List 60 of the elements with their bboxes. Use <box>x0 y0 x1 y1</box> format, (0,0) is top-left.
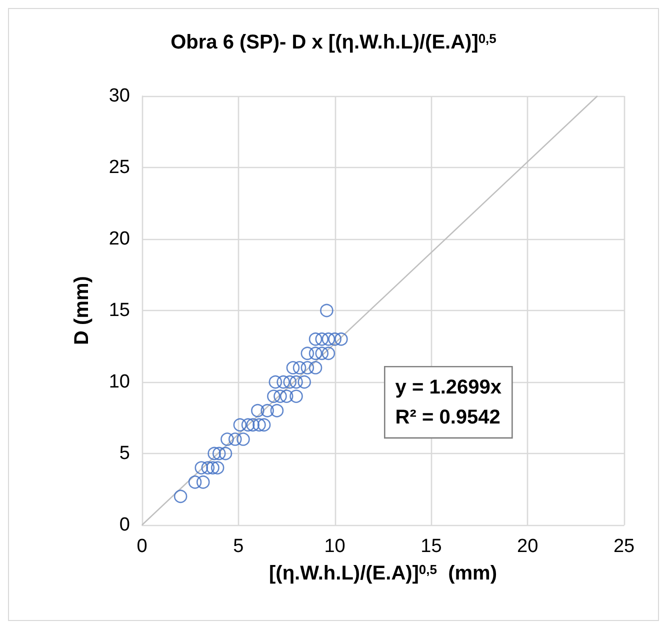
annotation: R² = 0.9542 <box>395 406 500 428</box>
point <box>246 418 260 432</box>
point <box>290 390 303 403</box>
point <box>194 461 208 474</box>
point <box>290 375 303 389</box>
point <box>286 361 300 374</box>
point <box>308 332 322 346</box>
annotation: y = 1.2699x <box>395 376 502 398</box>
point <box>308 346 322 360</box>
point <box>241 418 255 432</box>
point <box>322 332 336 346</box>
y-tick-label: 20 <box>108 228 130 250</box>
point <box>174 490 188 504</box>
point <box>196 475 210 489</box>
point <box>328 332 342 346</box>
point <box>220 432 234 446</box>
point <box>233 418 247 432</box>
x-tick-label: 20 <box>517 536 538 557</box>
point <box>268 375 282 389</box>
x-tick-label: 15 <box>420 536 442 557</box>
point <box>298 375 311 389</box>
point <box>260 404 274 418</box>
point <box>334 332 348 346</box>
x-tick-label: 10 <box>324 536 346 557</box>
point <box>320 304 334 318</box>
point <box>236 432 250 446</box>
point <box>322 346 336 360</box>
point <box>188 475 202 489</box>
point <box>283 375 297 389</box>
point <box>208 446 221 460</box>
point <box>201 461 215 474</box>
point <box>300 346 314 360</box>
point <box>274 390 287 403</box>
y-tick-label: 30 <box>108 86 130 106</box>
y-tick-label: 25 <box>108 157 130 178</box>
y-tick-label: 15 <box>108 300 130 321</box>
x-tick-label: 0 <box>136 536 148 557</box>
point <box>315 332 329 346</box>
point <box>292 361 306 374</box>
point <box>206 461 220 474</box>
y-tick-label: 10 <box>108 372 130 392</box>
point <box>210 461 224 474</box>
point <box>218 446 232 460</box>
point <box>315 346 329 360</box>
point <box>257 418 271 432</box>
point <box>308 361 322 374</box>
point <box>251 404 264 418</box>
point <box>267 390 280 403</box>
point <box>300 361 314 374</box>
y-axis-title: D (mm) <box>71 276 93 345</box>
y-tick-label: 5 <box>119 443 130 464</box>
x-tick-label: 5 <box>233 536 244 557</box>
point <box>280 390 294 403</box>
x-tick-label: 25 <box>613 536 635 557</box>
point <box>252 418 266 432</box>
y-tick-label: 0 <box>119 514 130 536</box>
point <box>228 432 242 446</box>
point <box>270 404 284 418</box>
point <box>276 375 290 389</box>
point <box>212 446 226 460</box>
